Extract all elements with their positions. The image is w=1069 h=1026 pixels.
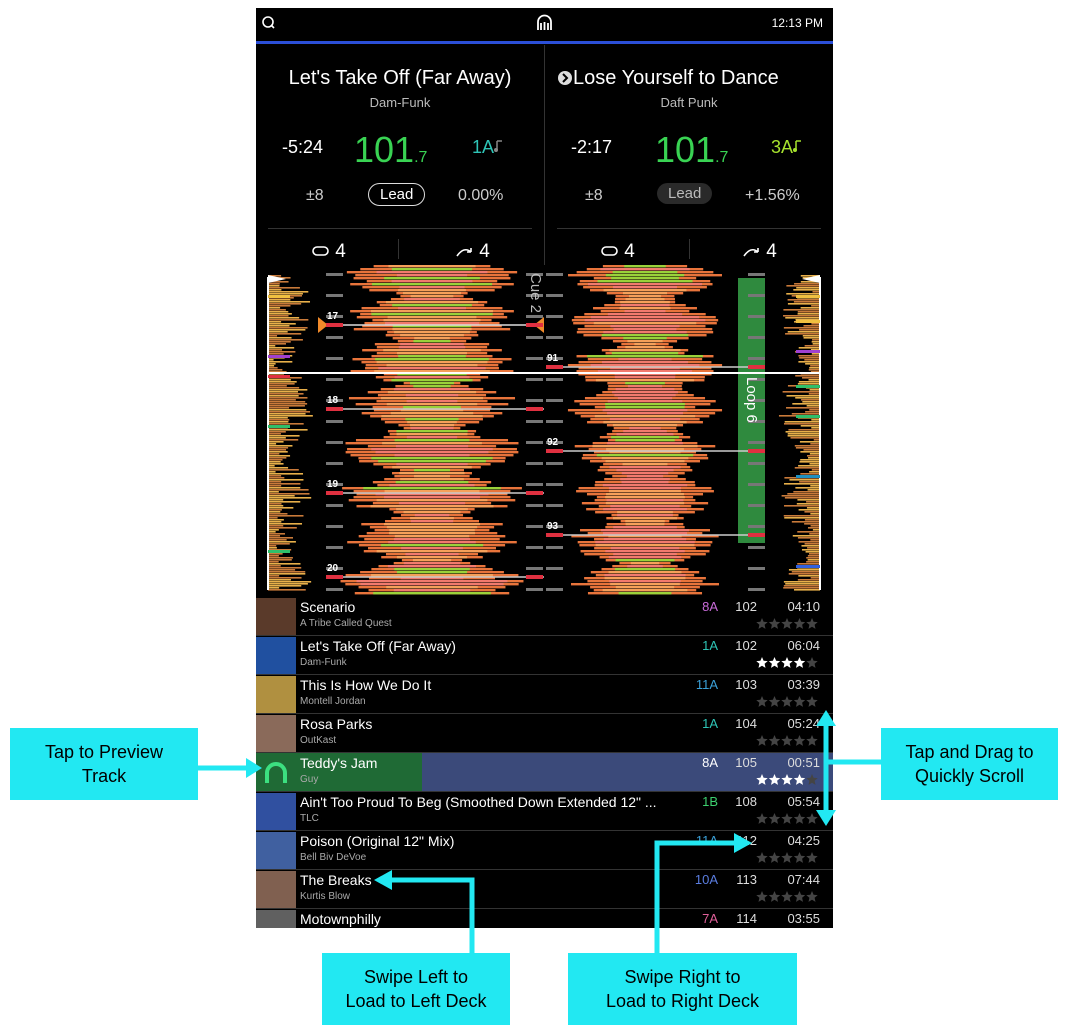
callout-line: Track	[82, 764, 126, 788]
callout-line: Swipe Left to	[364, 965, 468, 989]
callout-swipe-left: Swipe Left toLoad to Left Deck	[322, 953, 510, 1025]
callout-preview: Tap to PreviewTrack	[10, 728, 198, 800]
annotation-arrows	[0, 0, 1069, 1026]
arrow	[390, 880, 472, 953]
arrow	[657, 843, 738, 953]
callout-line: Tap to Preview	[45, 740, 163, 764]
callout-line: Swipe Right to	[624, 965, 740, 989]
callout-line: Tap and Drag to	[905, 740, 1033, 764]
callout-line: Load to Left Deck	[345, 989, 486, 1013]
arrowhead	[246, 758, 262, 778]
arrowhead	[816, 710, 836, 726]
arrowhead	[816, 810, 836, 826]
callout-line: Quickly Scroll	[915, 764, 1024, 788]
callout-swipe-right: Swipe Right toLoad to Right Deck	[568, 953, 797, 1025]
arrowhead	[734, 833, 752, 853]
arrowhead	[374, 870, 392, 890]
callout-scroll: Tap and Drag toQuickly Scroll	[881, 728, 1058, 800]
callout-line: Load to Right Deck	[606, 989, 759, 1013]
page: 12:13 PM Let's Take Off (Far Away) Dam-F…	[0, 0, 1069, 1026]
